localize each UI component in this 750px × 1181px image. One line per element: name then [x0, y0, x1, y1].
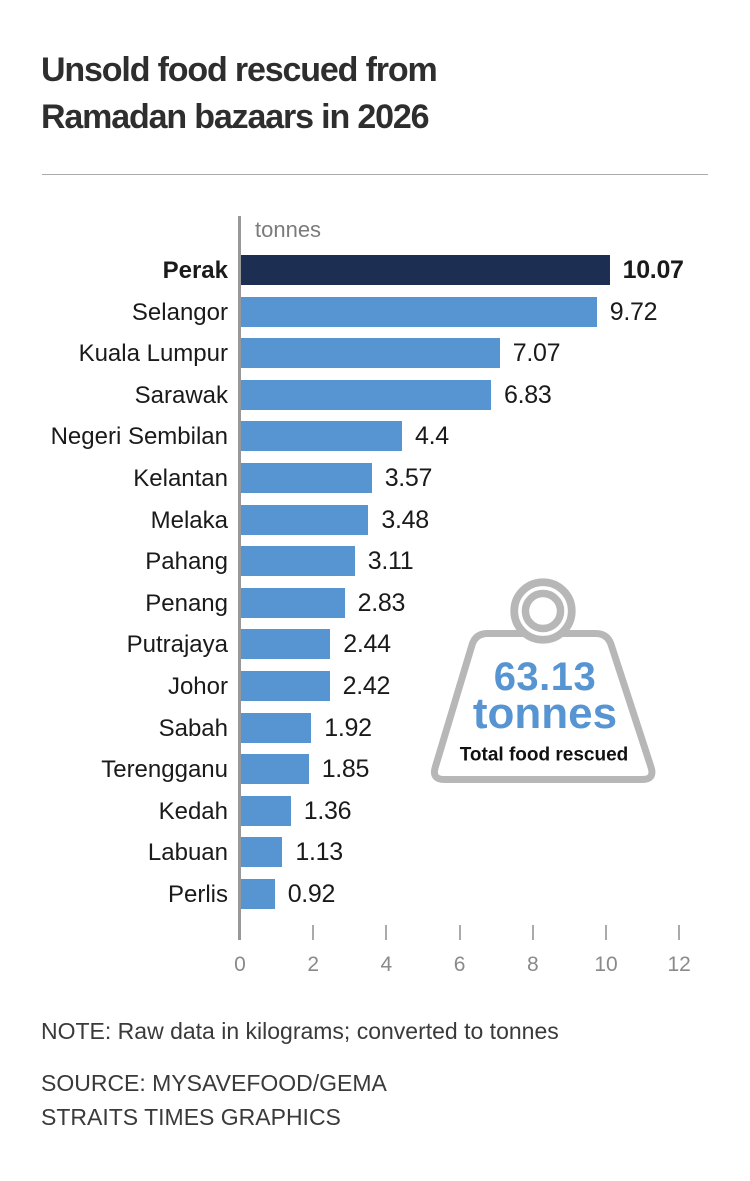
svg-text:63.13: 63.13	[494, 655, 597, 699]
svg-text:Total food rescued: Total food rescued	[460, 745, 629, 766]
svg-text:tonnes: tonnes	[473, 689, 617, 738]
